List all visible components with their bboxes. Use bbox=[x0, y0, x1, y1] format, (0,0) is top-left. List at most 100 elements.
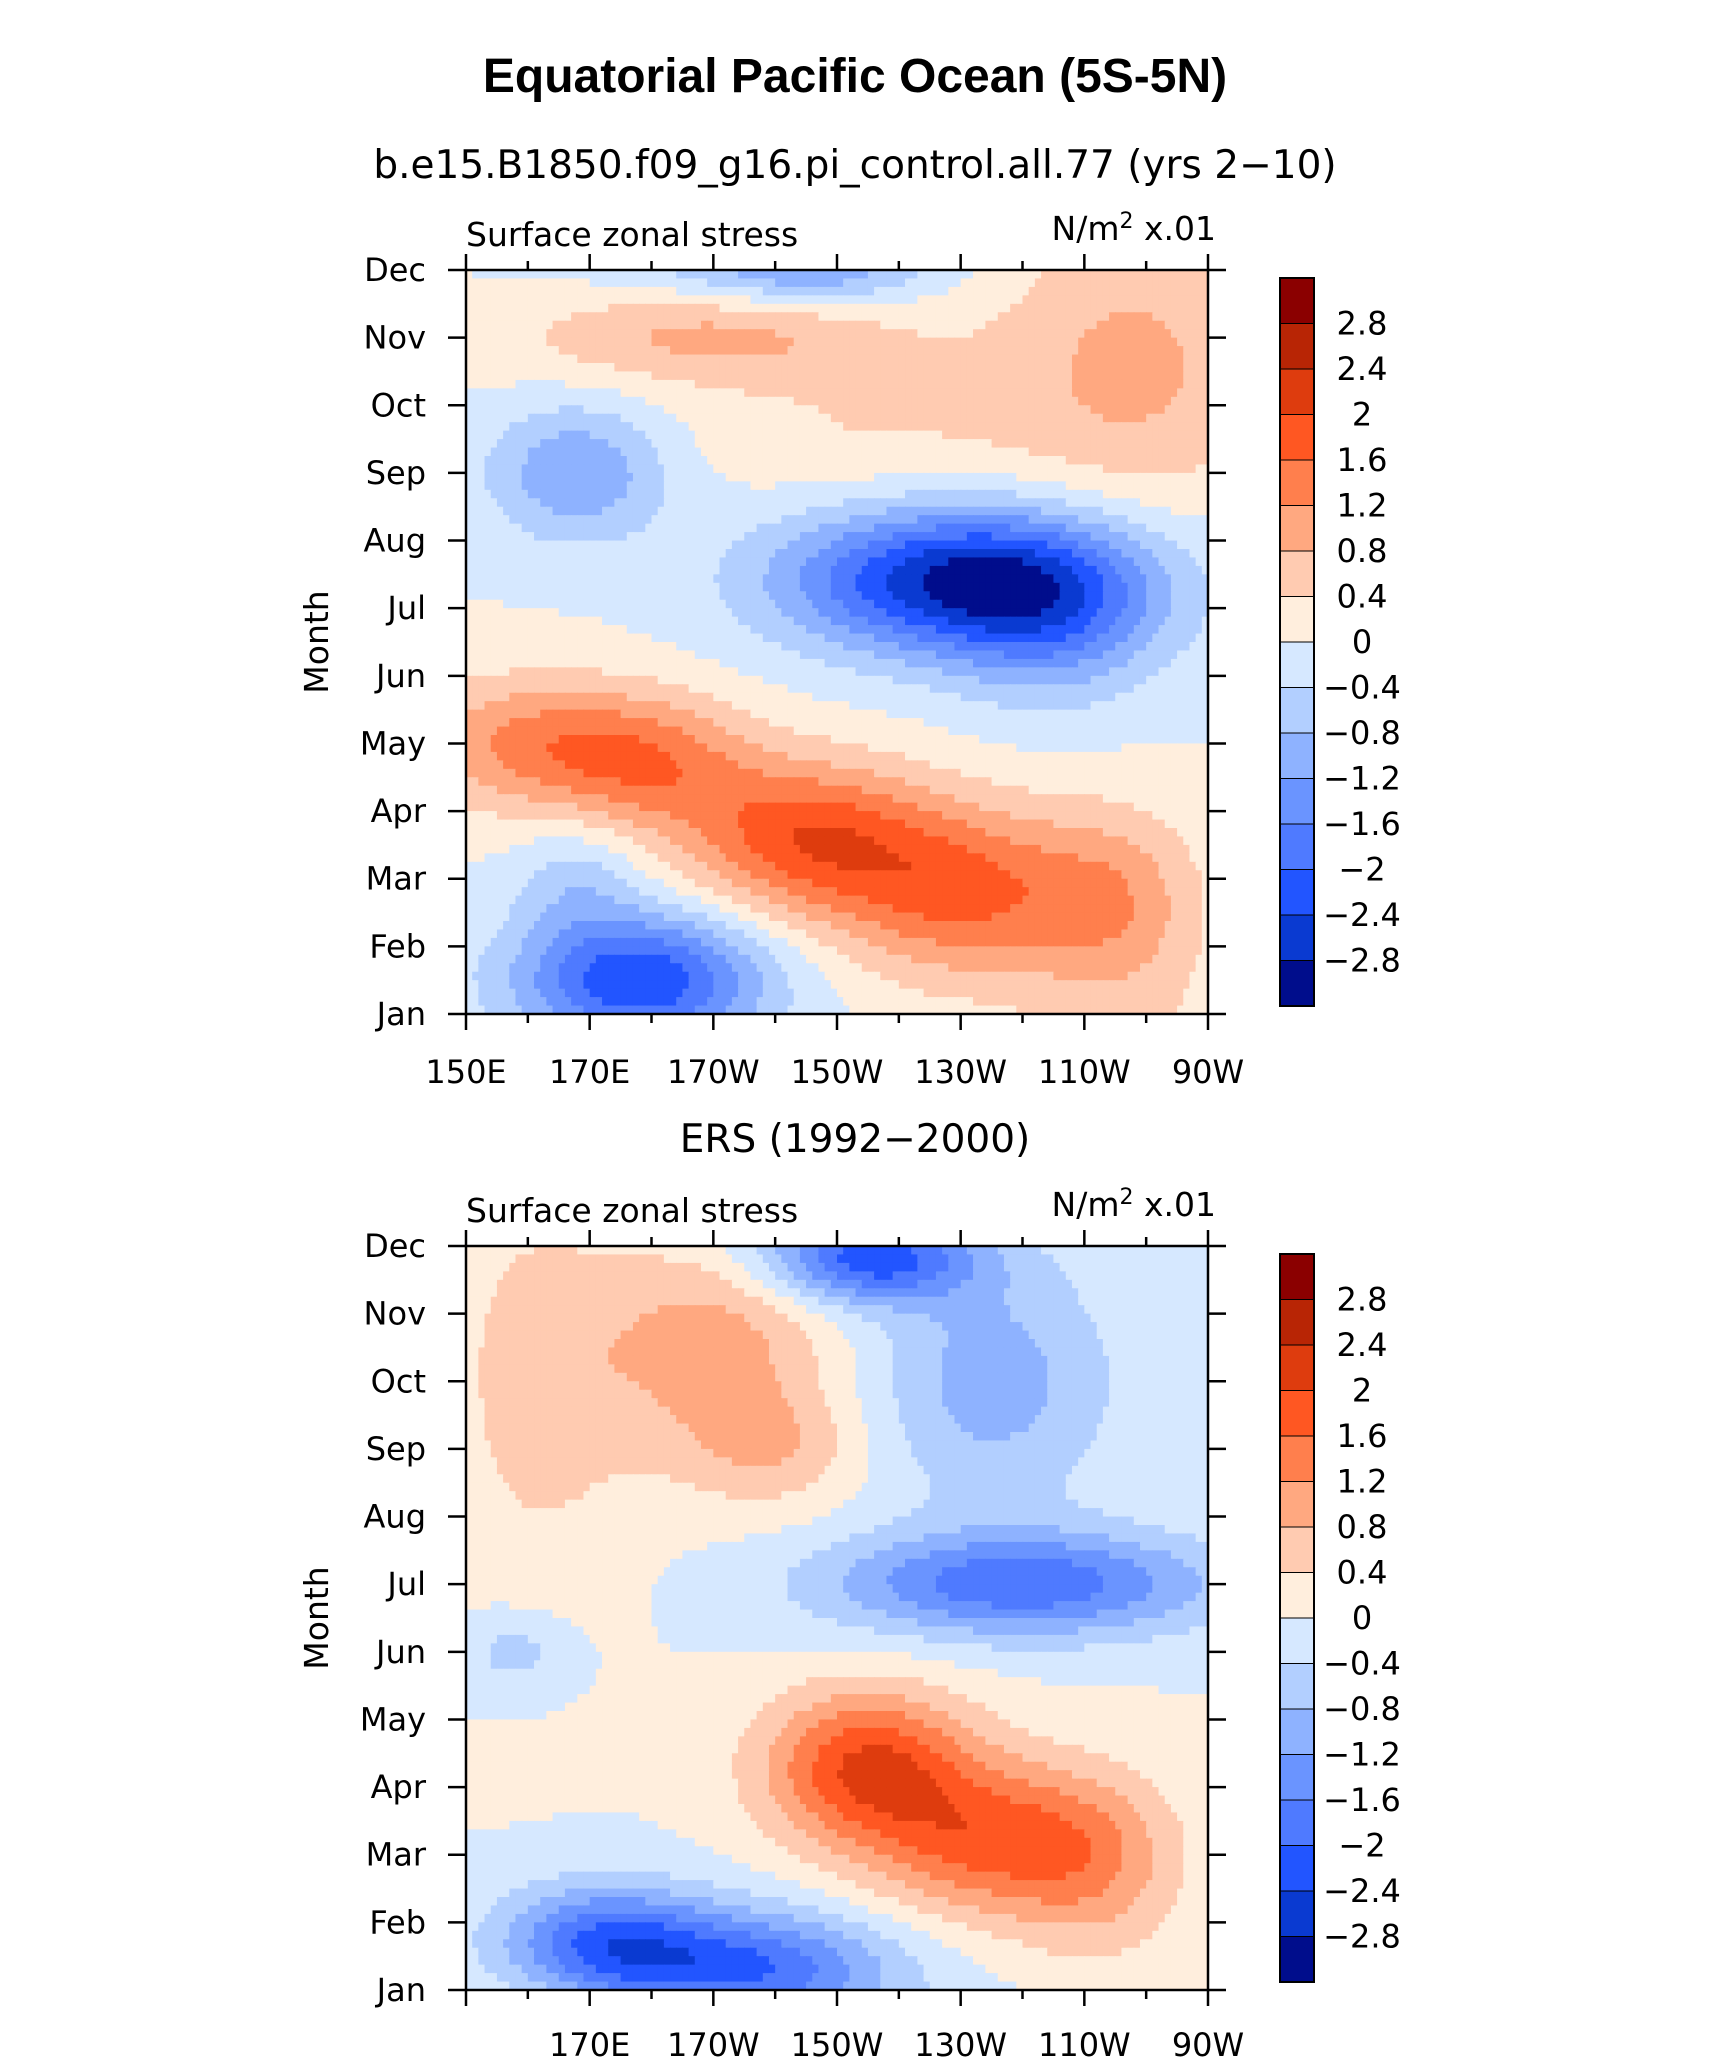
heatmap-cell bbox=[626, 456, 634, 466]
heatmap-cell bbox=[534, 456, 541, 466]
heatmap-cell bbox=[694, 489, 702, 499]
heatmap-cell bbox=[527, 532, 535, 542]
heatmap-cell bbox=[577, 413, 585, 423]
heatmap-cell bbox=[1133, 270, 1141, 280]
heatmap-cell bbox=[1065, 582, 1073, 592]
heatmap-cell bbox=[1065, 405, 1073, 415]
heatmap-cell bbox=[979, 472, 986, 482]
heatmap-cell bbox=[589, 582, 597, 592]
heatmap-cell bbox=[1102, 320, 1110, 330]
heatmap-cell bbox=[490, 582, 498, 592]
heatmap-cell bbox=[1152, 599, 1160, 609]
heatmap-cell bbox=[1146, 329, 1153, 339]
heatmap-cell bbox=[595, 515, 603, 525]
heatmap-cell bbox=[880, 532, 888, 542]
heatmap-cell bbox=[676, 413, 684, 423]
heatmap-cell bbox=[663, 599, 671, 609]
heatmap-cell bbox=[886, 413, 894, 423]
heatmap-cell bbox=[676, 396, 684, 406]
heatmap-cell bbox=[837, 557, 844, 567]
heatmap-cell bbox=[657, 320, 665, 330]
heatmap-cell bbox=[768, 574, 776, 584]
heatmap-cell bbox=[1003, 337, 1011, 347]
heatmap-cell bbox=[1146, 523, 1153, 533]
heatmap-cell bbox=[837, 506, 844, 516]
heatmap-cell bbox=[954, 565, 962, 575]
heatmap-cell bbox=[1201, 430, 1208, 440]
heatmap-cell bbox=[1201, 363, 1208, 373]
heatmap-cell bbox=[1164, 489, 1172, 499]
heatmap-cell bbox=[886, 379, 894, 389]
heatmap-cell bbox=[1028, 405, 1036, 415]
heatmap-cell bbox=[762, 557, 770, 567]
heatmap-cell bbox=[1189, 439, 1197, 449]
heatmap-cell bbox=[867, 312, 875, 322]
heatmap-cell bbox=[478, 354, 486, 364]
heatmap-cell bbox=[762, 354, 770, 364]
heatmap-cell bbox=[478, 464, 486, 474]
heatmap-cell bbox=[1010, 303, 1017, 313]
heatmap-cell bbox=[973, 363, 980, 373]
heatmap-cell bbox=[719, 286, 727, 296]
heatmap-cell bbox=[478, 379, 486, 389]
heatmap-cell bbox=[929, 523, 937, 533]
heatmap-cell bbox=[1189, 574, 1197, 584]
heatmap-cell bbox=[670, 616, 677, 626]
heatmap-cell bbox=[1102, 565, 1110, 575]
heatmap-cell bbox=[700, 422, 708, 432]
heatmap-cell bbox=[688, 379, 696, 389]
heatmap-cell bbox=[496, 405, 504, 415]
heatmap-cell bbox=[973, 371, 980, 381]
heatmap-cell bbox=[880, 549, 888, 559]
heatmap-cell bbox=[1071, 557, 1079, 567]
heatmap-cell bbox=[917, 472, 925, 482]
heatmap-cell bbox=[707, 481, 714, 491]
heatmap-cell bbox=[1133, 354, 1141, 364]
heatmap-cell bbox=[515, 574, 523, 584]
heatmap-cell bbox=[799, 515, 807, 525]
heatmap-cell bbox=[521, 532, 529, 542]
heatmap-cell bbox=[929, 599, 937, 609]
heatmap-cell bbox=[1071, 464, 1079, 474]
heatmap-cell bbox=[602, 515, 609, 525]
heatmap-cell bbox=[552, 549, 560, 559]
heatmap-cell bbox=[849, 286, 857, 296]
heatmap-cell bbox=[490, 557, 498, 567]
heatmap-cell bbox=[1016, 303, 1024, 313]
heatmap-cell bbox=[707, 379, 714, 389]
heatmap-cell bbox=[954, 532, 962, 542]
heatmap-cell bbox=[534, 337, 541, 347]
heatmap-cell bbox=[688, 549, 696, 559]
heatmap-cell bbox=[806, 320, 813, 330]
heatmap-cell bbox=[719, 616, 727, 626]
heatmap-cell bbox=[997, 472, 1005, 482]
heatmap-cell bbox=[478, 489, 486, 499]
heatmap-cell bbox=[1158, 464, 1166, 474]
heatmap-cell bbox=[799, 591, 807, 601]
heatmap-cell bbox=[1177, 591, 1184, 601]
heatmap-cell bbox=[682, 582, 690, 592]
heatmap-cell bbox=[496, 515, 504, 525]
heatmap-cell bbox=[571, 447, 578, 457]
heatmap-cell bbox=[880, 422, 888, 432]
heatmap-cell bbox=[1047, 472, 1055, 482]
heatmap-cell bbox=[1177, 371, 1184, 381]
heatmap-cell bbox=[867, 481, 875, 491]
heatmap-cell bbox=[620, 591, 628, 601]
heatmap-cell bbox=[1195, 557, 1203, 567]
heatmap-cell bbox=[670, 523, 677, 533]
heatmap-cell bbox=[855, 574, 863, 584]
heatmap-cell bbox=[521, 371, 529, 381]
heatmap-cell bbox=[855, 371, 863, 381]
heatmap-cell bbox=[466, 599, 473, 609]
heatmap-cell bbox=[466, 481, 473, 491]
heatmap-cell bbox=[527, 312, 535, 322]
heatmap-cell bbox=[750, 557, 758, 567]
heatmap-cell bbox=[966, 396, 974, 406]
heatmap-cell bbox=[490, 599, 498, 609]
heatmap-cell bbox=[731, 337, 739, 347]
heatmap-cell bbox=[1053, 396, 1061, 406]
heatmap-cell bbox=[905, 565, 912, 575]
heatmap-cell bbox=[552, 523, 560, 533]
heatmap-cell bbox=[1047, 523, 1055, 533]
